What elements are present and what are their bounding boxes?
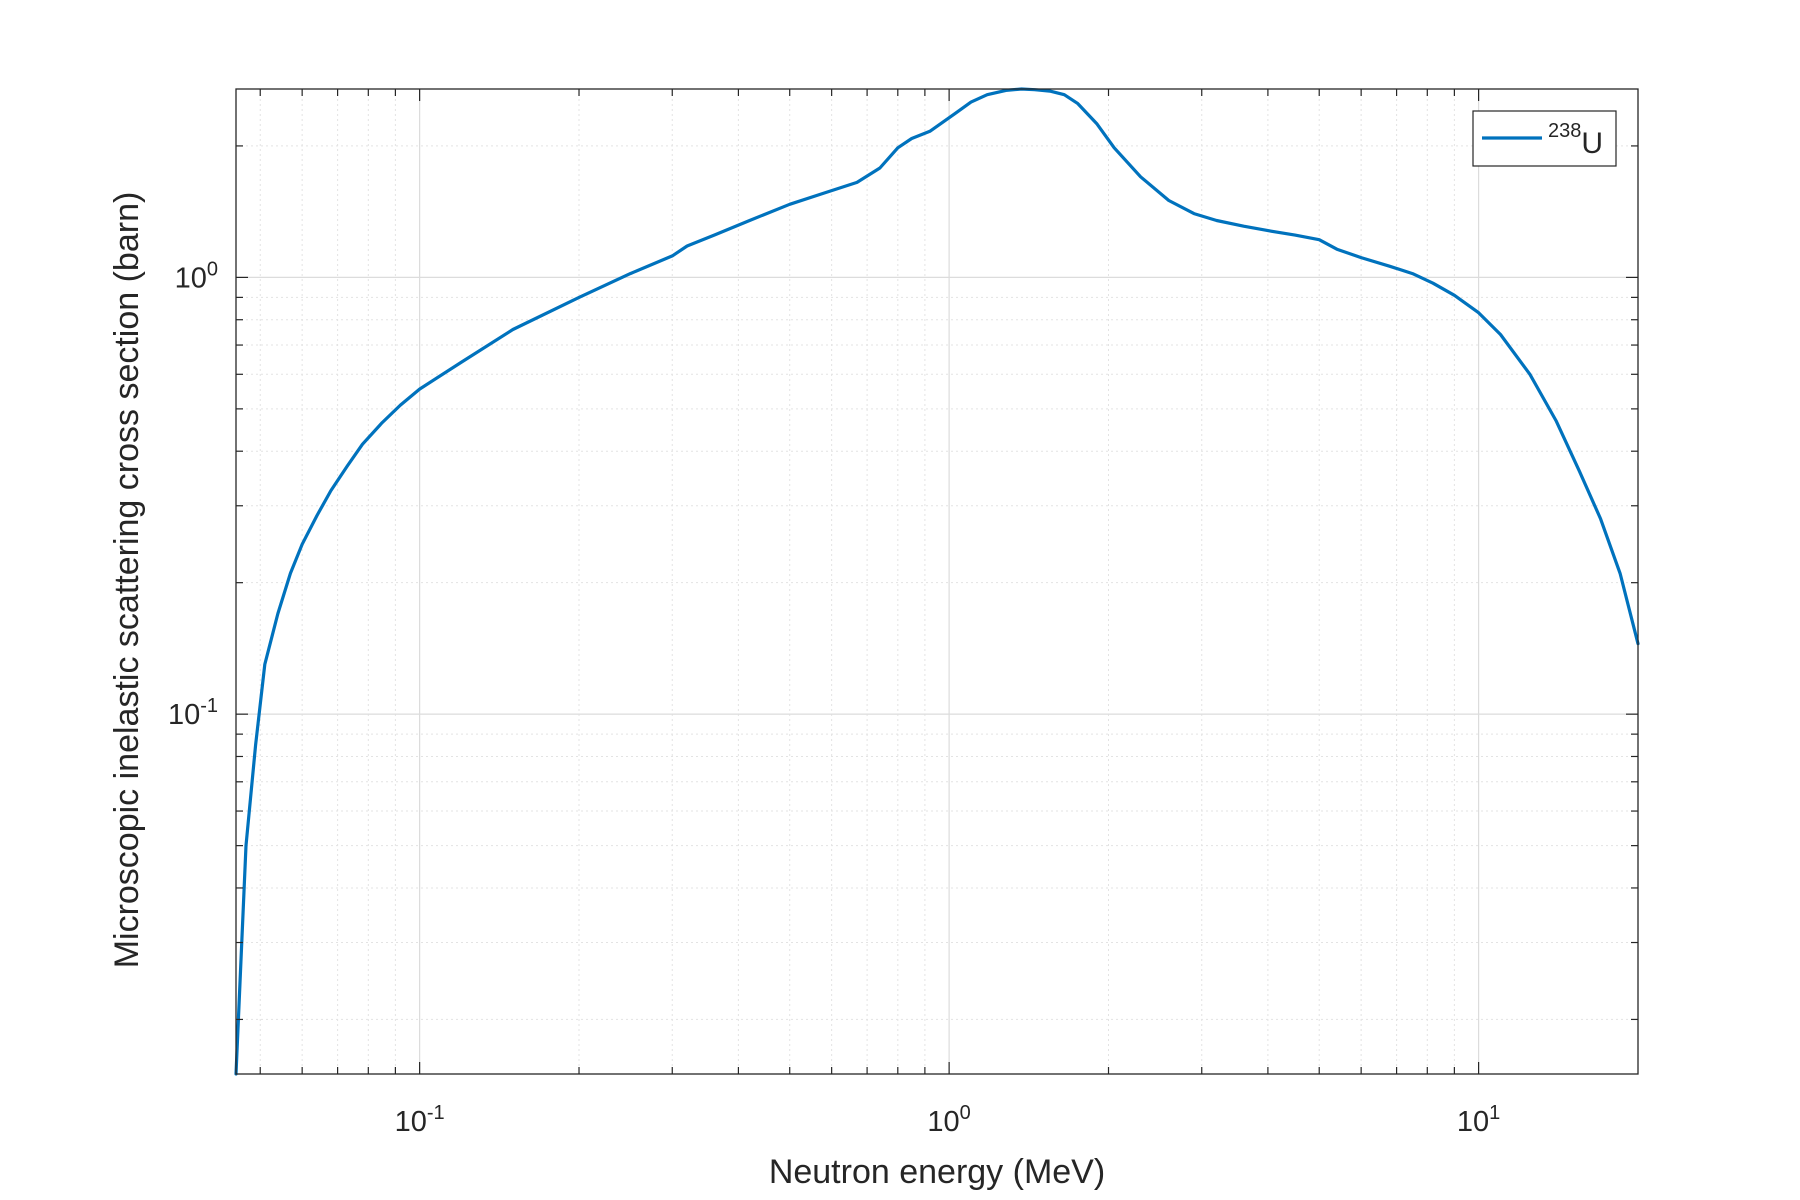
x-tick-label-exponent: 1	[1489, 1102, 1500, 1124]
plot-area	[236, 89, 1638, 1074]
y-tick-label: 10-1	[168, 695, 218, 731]
legend-box	[1472, 110, 1617, 167]
x-tick-label-base: 10	[1457, 1106, 1489, 1138]
series-line-0	[234, 87, 1640, 1076]
x-tick-label: 10-1	[395, 1102, 445, 1138]
legend-entry-label: U	[1581, 127, 1603, 160]
x-tick-label: 100	[927, 1102, 970, 1138]
legend-entry: 238U	[1548, 120, 1603, 160]
y-tick-label-exponent: -1	[200, 695, 218, 717]
legend-entry-superscript: 238	[1548, 120, 1581, 142]
x-tick-label-base: 10	[395, 1106, 427, 1138]
x-tick-label-exponent: -1	[427, 1102, 445, 1124]
x-tick-label-exponent: 0	[960, 1102, 971, 1124]
series-layer	[234, 87, 1640, 1076]
plot-frame	[235, 88, 1639, 1075]
legend: 238U	[1472, 110, 1617, 167]
ticks	[236, 89, 1638, 1074]
x-tick-label-base: 10	[927, 1106, 959, 1138]
y-axis-label: Microscopic inelastic scattering cross s…	[108, 192, 146, 969]
y-tick-label-base: 10	[175, 262, 207, 294]
grid	[236, 89, 1638, 1074]
x-axis-label: Neutron energy (MeV)	[769, 1153, 1105, 1191]
x-tick-label: 101	[1457, 1102, 1500, 1138]
y-tick-label-base: 10	[168, 699, 200, 731]
y-tick-label: 100	[175, 258, 218, 294]
y-tick-label-exponent: 0	[207, 258, 218, 280]
